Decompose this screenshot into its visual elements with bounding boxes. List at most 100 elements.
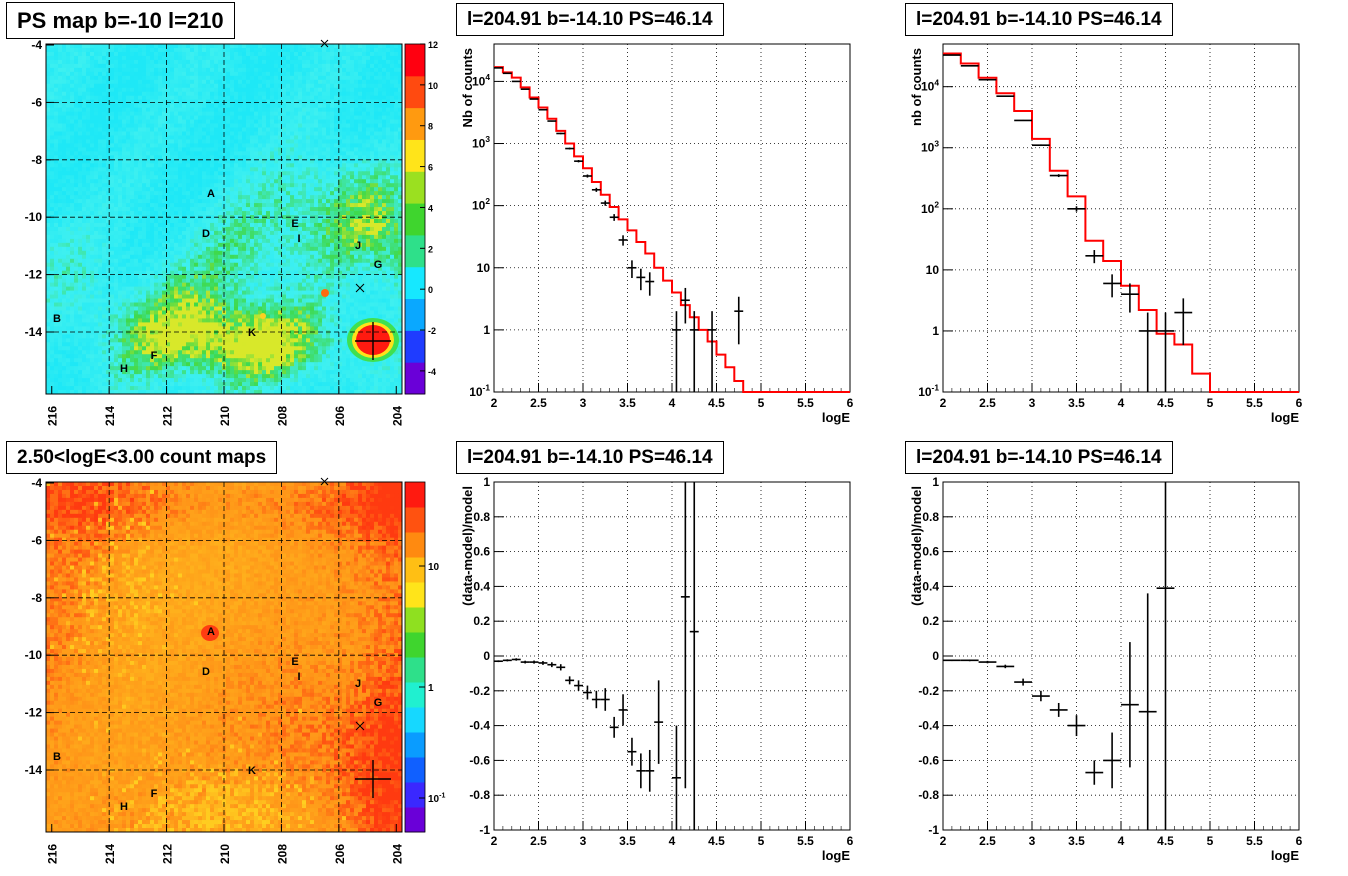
x-axis-label: logE	[822, 848, 850, 863]
y-tick-label: -0.4	[469, 719, 490, 733]
y-axis-label: (data-model)/model	[909, 486, 924, 606]
y-tick-label: 0.4	[473, 579, 490, 593]
x-tick-label: 4.5	[708, 834, 725, 848]
colorbar-tick-label: 0	[428, 285, 433, 295]
x-tick-label: 216	[46, 844, 60, 864]
y-axis-label: (data-model)/model	[460, 486, 475, 606]
source-label-e: E	[291, 218, 298, 230]
y-tick-label: -1	[479, 823, 490, 837]
y-tick-label: -10	[25, 648, 43, 662]
y-tick-label: 1	[483, 323, 490, 337]
colorbar-tick-label: 10	[428, 562, 440, 573]
source-label-i: I	[297, 671, 300, 683]
y-tick-label: -0.8	[918, 788, 939, 802]
spectrum-title-2: l=204.91 b=-14.10 PS=46.14	[905, 3, 1173, 36]
x-tick-label: 208	[275, 844, 289, 864]
x-tick-label: 212	[161, 406, 175, 426]
x-tick-label: 6	[847, 834, 854, 848]
x-tick-label: 3.5	[1068, 834, 1085, 848]
colorbar-segment	[405, 482, 425, 508]
x-axis-label: logE	[1271, 848, 1299, 863]
colorbar-segment	[405, 682, 425, 708]
model-histogram	[494, 66, 850, 393]
x-tick-label: 5.5	[797, 396, 814, 410]
y-tick-label: 1	[932, 475, 939, 489]
x-tick-label: 4	[1118, 396, 1125, 410]
spectrum-plot-2: 2 2.5 3 3.5 4 4.5 5 5.5 6 10-1 1 10 102 103 104 logE nb …	[909, 43, 1303, 425]
colorbar-segment	[405, 507, 425, 533]
colorbar-tick-label: 10	[428, 81, 438, 91]
x-tick-label: 216	[46, 406, 60, 426]
x-axis-label: logE	[822, 410, 850, 425]
colorbar-segment	[405, 657, 425, 683]
x-tick-label: 2	[940, 834, 947, 848]
residual-panel-2: 2 2.5 3 3.5 4 4.5 5 5.5 6 -1 -0.8 -0.6 -0.4 -0.2 0 0.2 0…	[898, 438, 1348, 876]
x-tick-label: 4	[669, 396, 676, 410]
colorbar-segment	[405, 75, 425, 109]
colorbar-segment	[405, 707, 425, 733]
source-label-h: H	[120, 363, 128, 375]
colorbar-segment	[405, 298, 425, 331]
y-tick-label: 0.4	[922, 579, 939, 593]
hot-spot	[321, 289, 329, 297]
source-label-g: G	[374, 697, 383, 709]
count-map-panel: 216 214 212 210 208 206 204 -4 -6 -8 -10 -12 -14 A B D E…	[0, 438, 449, 876]
colorbar-segment	[405, 171, 425, 204]
source-label-a: A	[207, 626, 215, 638]
x-tick-label: 5	[1207, 834, 1214, 848]
colorbar-tick-label: -2	[428, 326, 436, 336]
source-label-d: D	[202, 666, 210, 678]
x-tick-label: 4	[669, 834, 676, 848]
ps-map-image	[46, 44, 403, 395]
x-tick-label: 5.5	[797, 834, 814, 848]
residual-title-2: l=204.91 b=-14.10 PS=46.14	[905, 441, 1173, 474]
x-tick-label: 3.5	[619, 396, 636, 410]
y-tick-label: 0	[932, 649, 939, 663]
colorbar-tick-label: 8	[428, 122, 433, 132]
source-label-j: J	[355, 678, 361, 690]
x-tick-label: 6	[847, 396, 854, 410]
y-tick-label: -0.8	[469, 788, 490, 802]
x-marker	[355, 721, 365, 731]
source-label-a: A	[207, 188, 215, 200]
source-label-i: I	[297, 233, 300, 245]
source-label-h: H	[120, 801, 128, 813]
x-tick-label: 2	[491, 834, 498, 848]
hot-spot	[260, 313, 266, 319]
spectrum-panel-1: 2 2.5 3 3.5 4 4.5 5 5.5 6 10-1 1 10 102 103 104 logE Nb …	[449, 0, 898, 438]
y-tick-label: -12	[25, 706, 43, 720]
source-position-marker	[355, 760, 391, 798]
x-tick-label: 2.5	[979, 834, 996, 848]
spectrum-plot-1: 2 2.5 3 3.5 4 4.5 5 5.5 6 10-1 1 10 102 103 104 logE Nb …	[460, 43, 854, 425]
x-tick-label: 4	[1118, 834, 1125, 848]
x-tick-label: 206	[333, 844, 347, 864]
x-tick-label: 5	[758, 834, 765, 848]
y-tick-label: 0.8	[473, 510, 490, 524]
x-tick-label: 2	[491, 396, 498, 410]
y-tick-label: -8	[31, 591, 42, 605]
y-tick-label: 0	[483, 649, 490, 663]
residual-plot-1: 2 2.5 3 3.5 4 4.5 5 5.5 6 -1 -0.8 -0.6 -0.4 -0.2 0 0.2 0…	[460, 475, 854, 863]
y-tick-label: -4	[31, 476, 42, 490]
hot-spot	[201, 625, 219, 641]
x-tick-label: 6	[1296, 396, 1303, 410]
y-tick-label: 1	[932, 324, 939, 338]
y-tick-label: 10	[477, 261, 491, 275]
x-tick-label: 5	[1207, 396, 1214, 410]
x-tick-label: 210	[218, 406, 232, 426]
y-tick-label: 103	[921, 138, 939, 154]
colorbar-segment	[405, 782, 425, 808]
colorbar-segment	[405, 362, 425, 395]
source-label-e: E	[291, 656, 298, 668]
x-tick-label: 5.5	[1246, 396, 1263, 410]
y-tick-label: -12	[25, 268, 43, 282]
y-tick-label: 1	[483, 475, 490, 489]
y-tick-label: 103	[472, 134, 490, 150]
plot-frame	[942, 43, 1300, 393]
count-map-title: 2.50<logE<3.00 count maps	[6, 441, 278, 474]
colorbar-tick-label: 10-1	[428, 793, 445, 806]
source-label-k: K	[248, 327, 256, 339]
residual-panel-1: 2 2.5 3 3.5 4 4.5 5 5.5 6 -1 -0.8 -0.6 -0.4 -0.2 0 0.2 0…	[449, 438, 898, 876]
x-tick-label: 3	[580, 834, 587, 848]
x-tick-label: 4.5	[708, 396, 725, 410]
